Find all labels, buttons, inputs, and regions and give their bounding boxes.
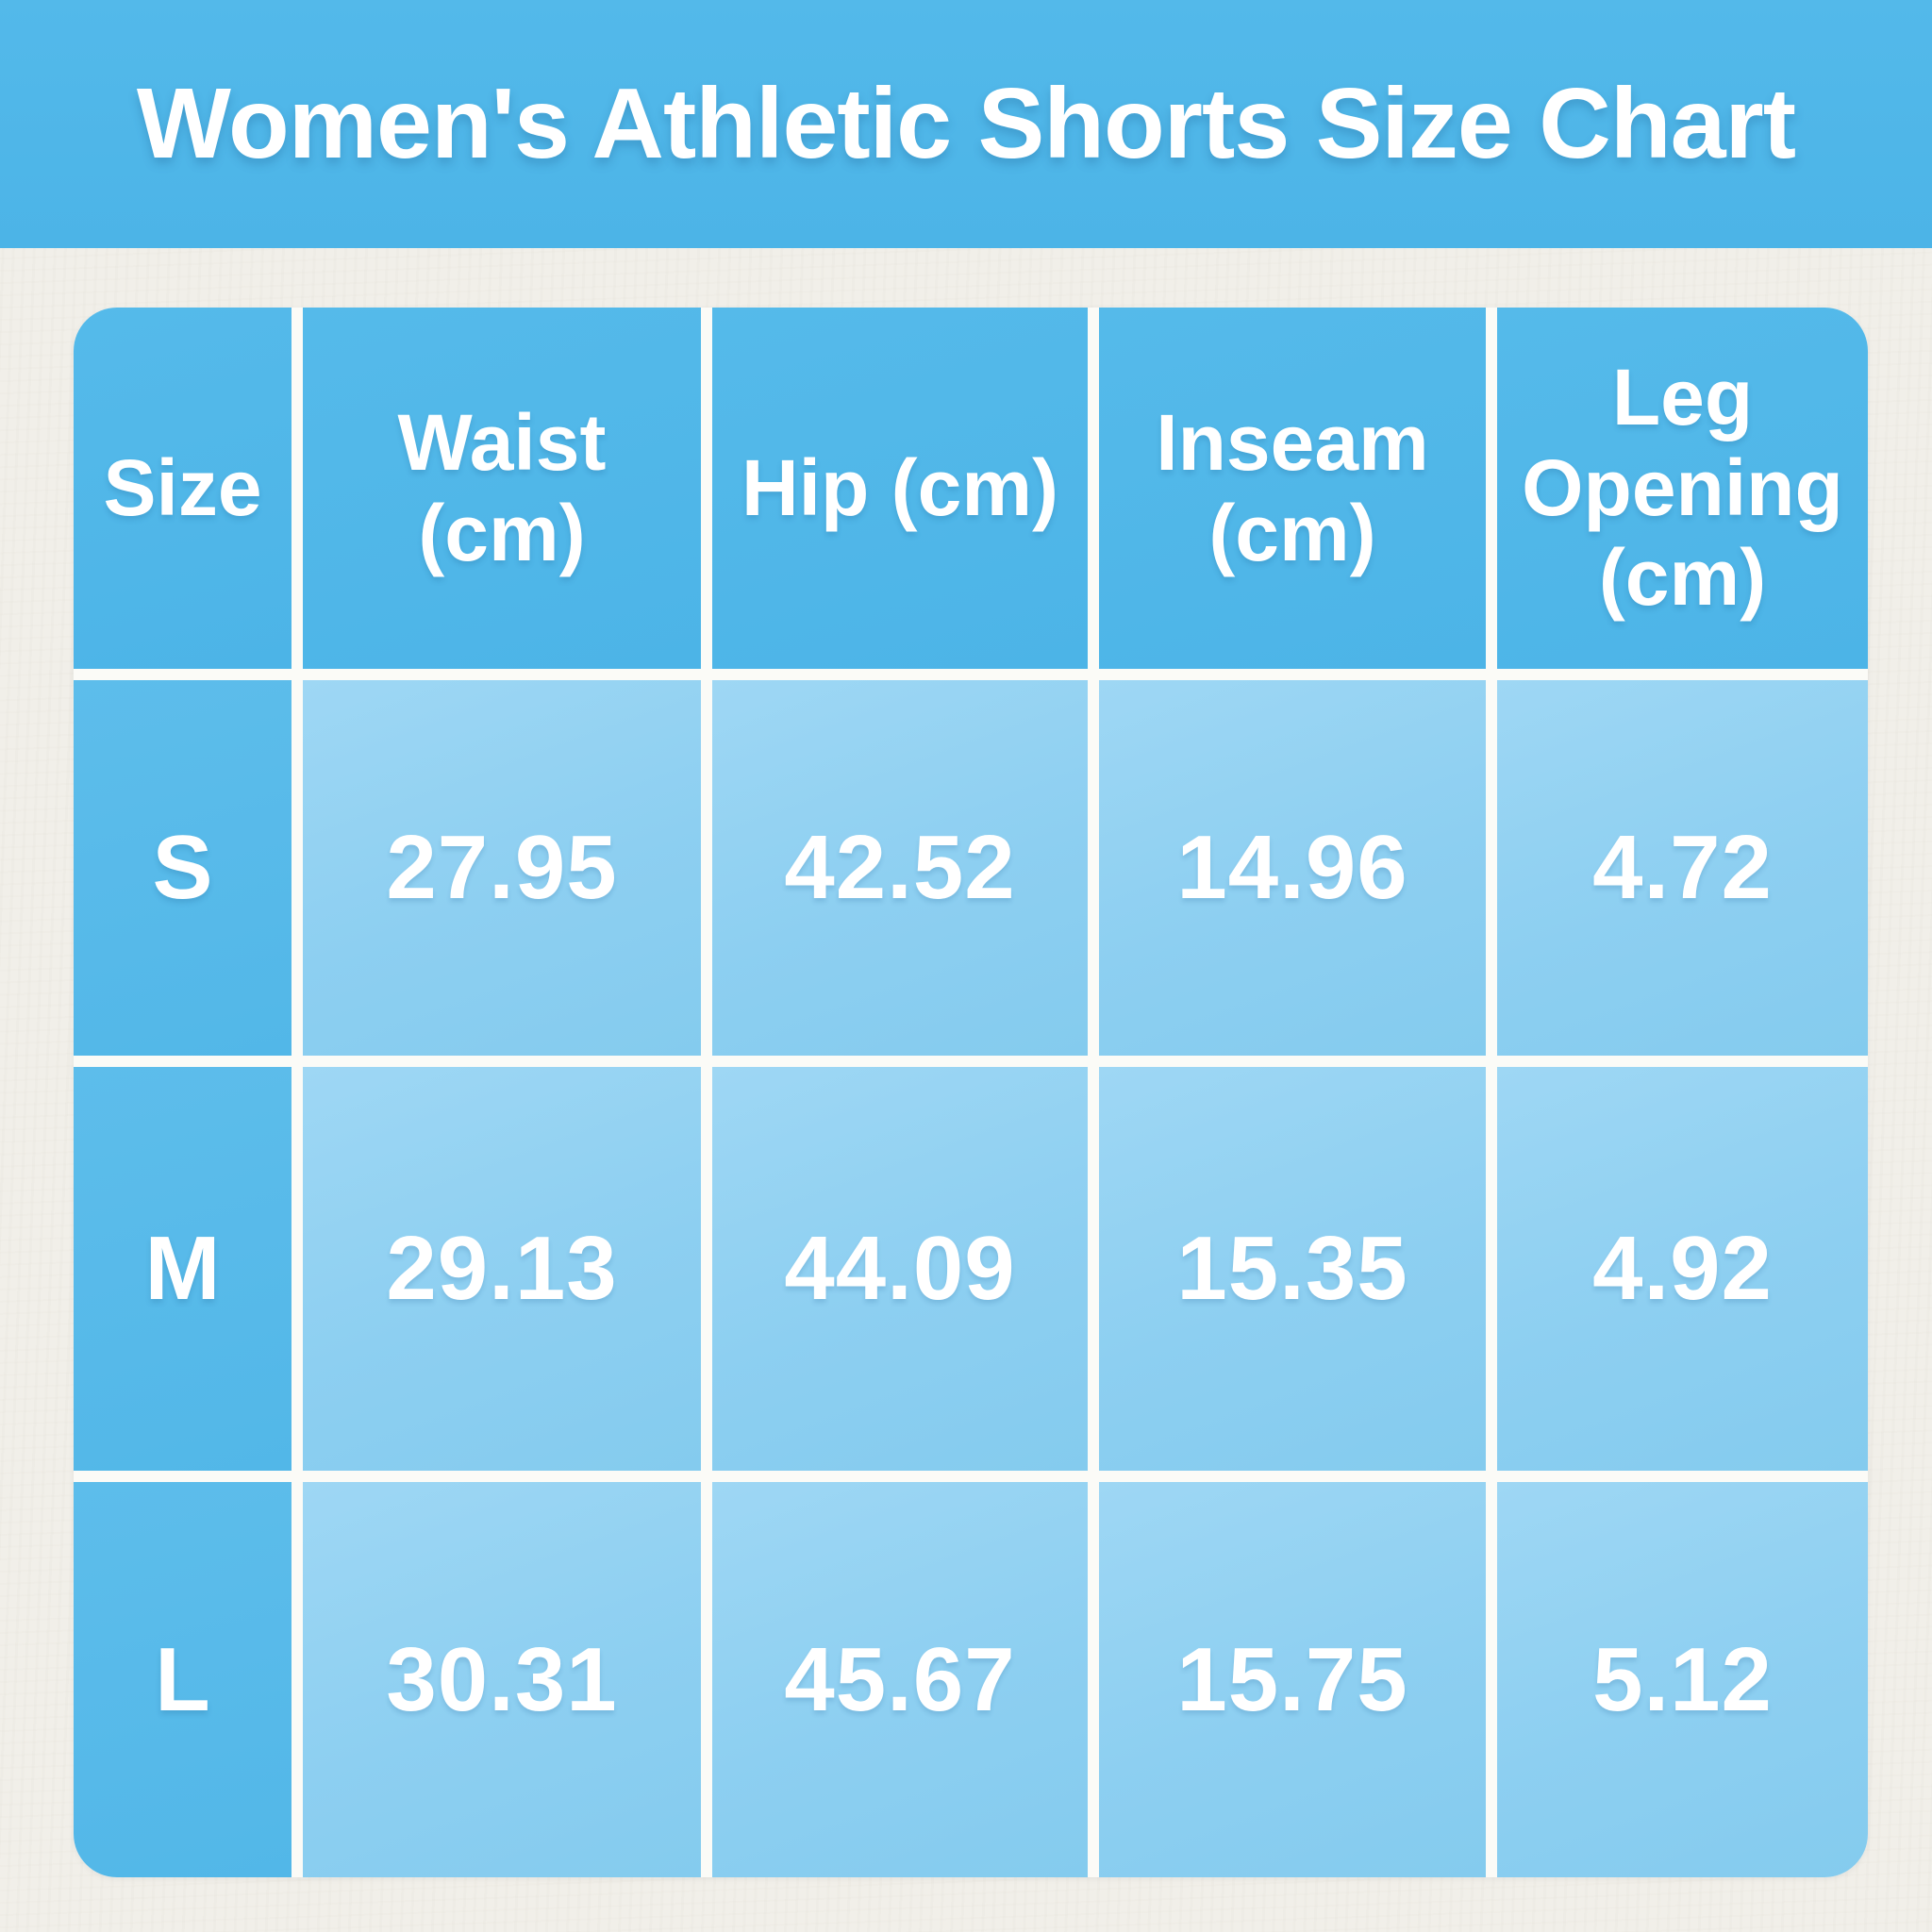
- cell-m-waist: 29.13: [303, 1067, 701, 1471]
- title-banner: Women's Athletic Shorts Size Chart: [0, 0, 1932, 248]
- cell-s-leg-opening: 4.72: [1497, 680, 1868, 1056]
- header-cell-leg-opening: Leg Opening (cm): [1497, 308, 1868, 669]
- row-s-label: S: [74, 680, 291, 1056]
- cell-s-inseam: 14.96: [1099, 680, 1486, 1056]
- cell-m-hip: 44.09: [712, 1067, 1088, 1471]
- row-m-label: M: [74, 1067, 291, 1471]
- header-cell-inseam: Inseam (cm): [1099, 308, 1486, 669]
- header-cell-hip: Hip (cm): [712, 308, 1088, 669]
- cell-m-leg-opening: 4.92: [1497, 1067, 1868, 1471]
- row-l-label: L: [74, 1482, 291, 1877]
- cell-s-hip: 42.52: [712, 680, 1088, 1056]
- cell-l-hip: 45.67: [712, 1482, 1088, 1877]
- size-chart-table: Size Waist (cm) Hip (cm) Inseam (cm) Leg…: [74, 308, 1868, 1877]
- cell-l-inseam: 15.75: [1099, 1482, 1486, 1877]
- header-cell-waist: Waist (cm): [303, 308, 701, 669]
- cell-l-waist: 30.31: [303, 1482, 701, 1877]
- page-title: Women's Athletic Shorts Size Chart: [136, 68, 1796, 179]
- cell-m-inseam: 15.35: [1099, 1067, 1486, 1471]
- cell-s-waist: 27.95: [303, 680, 701, 1056]
- header-cell-size: Size: [74, 308, 291, 669]
- cell-l-leg-opening: 5.12: [1497, 1482, 1868, 1877]
